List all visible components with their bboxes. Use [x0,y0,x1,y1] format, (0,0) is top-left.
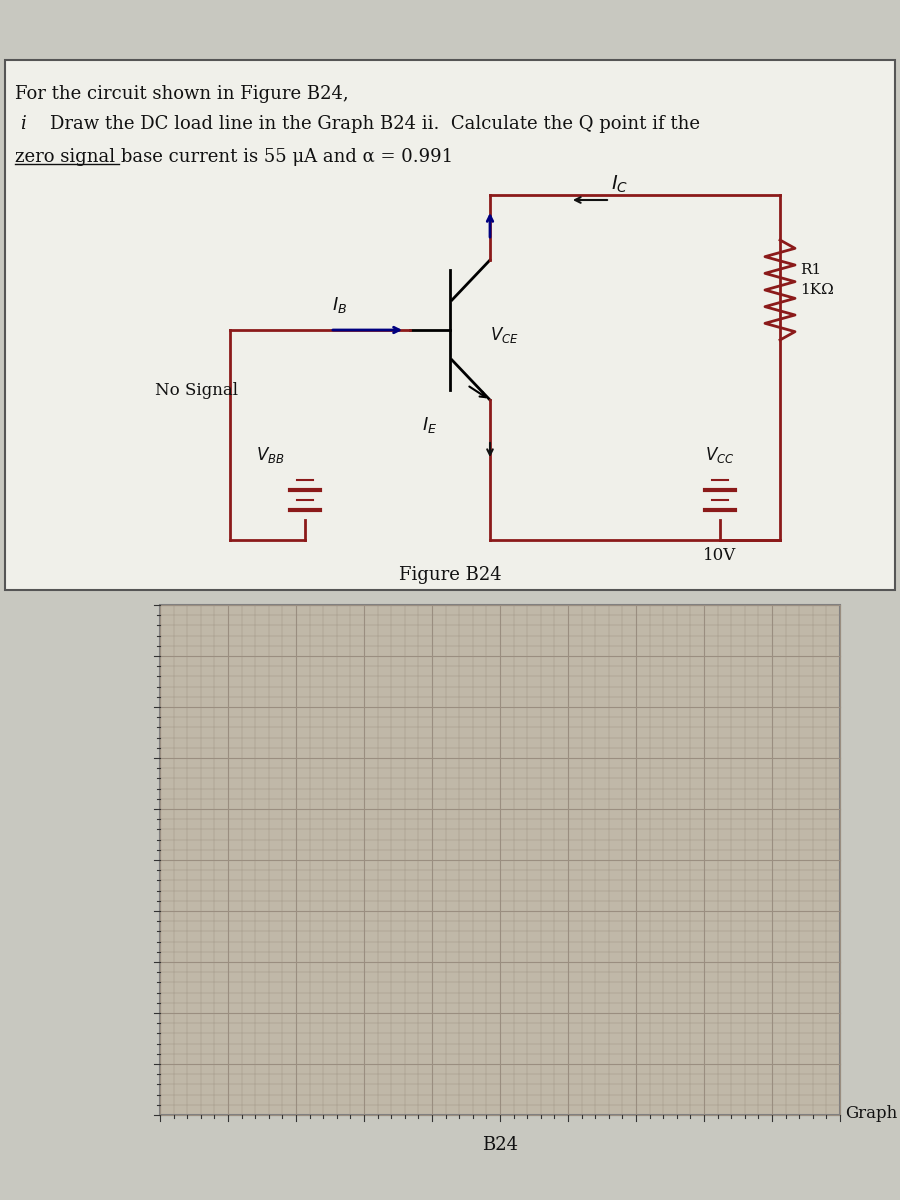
Text: Figure B24: Figure B24 [399,566,501,584]
Text: For the circuit shown in Figure B24,: For the circuit shown in Figure B24, [15,85,348,103]
Text: R1: R1 [800,263,821,277]
Text: $V_{BB}$: $V_{BB}$ [256,445,284,464]
Text: 1KΩ: 1KΩ [800,283,833,296]
Text: $V_{CC}$: $V_{CC}$ [706,445,734,464]
Bar [160,605,840,1115]
Text: $I_E$: $I_E$ [422,415,437,434]
Text: Graph: Graph [845,1105,897,1122]
Text: $I_C$: $I_C$ [611,174,628,196]
Text: Draw the DC load line in the Graph B24 ii.  Calculate the Q point if the: Draw the DC load line in the Graph B24 i… [50,115,700,133]
Text: $I_B$: $I_B$ [332,295,347,314]
Text: B24: B24 [482,1136,518,1154]
Text: i: i [20,115,26,133]
Text: $V_{CE}$: $V_{CE}$ [490,325,518,346]
Text: No Signal: No Signal [155,382,238,398]
FancyBboxPatch shape [5,60,895,590]
Text: 10V: 10V [704,547,736,564]
Text: zero signal base current is 55 μA and α = 0.991: zero signal base current is 55 μA and α … [15,148,453,166]
